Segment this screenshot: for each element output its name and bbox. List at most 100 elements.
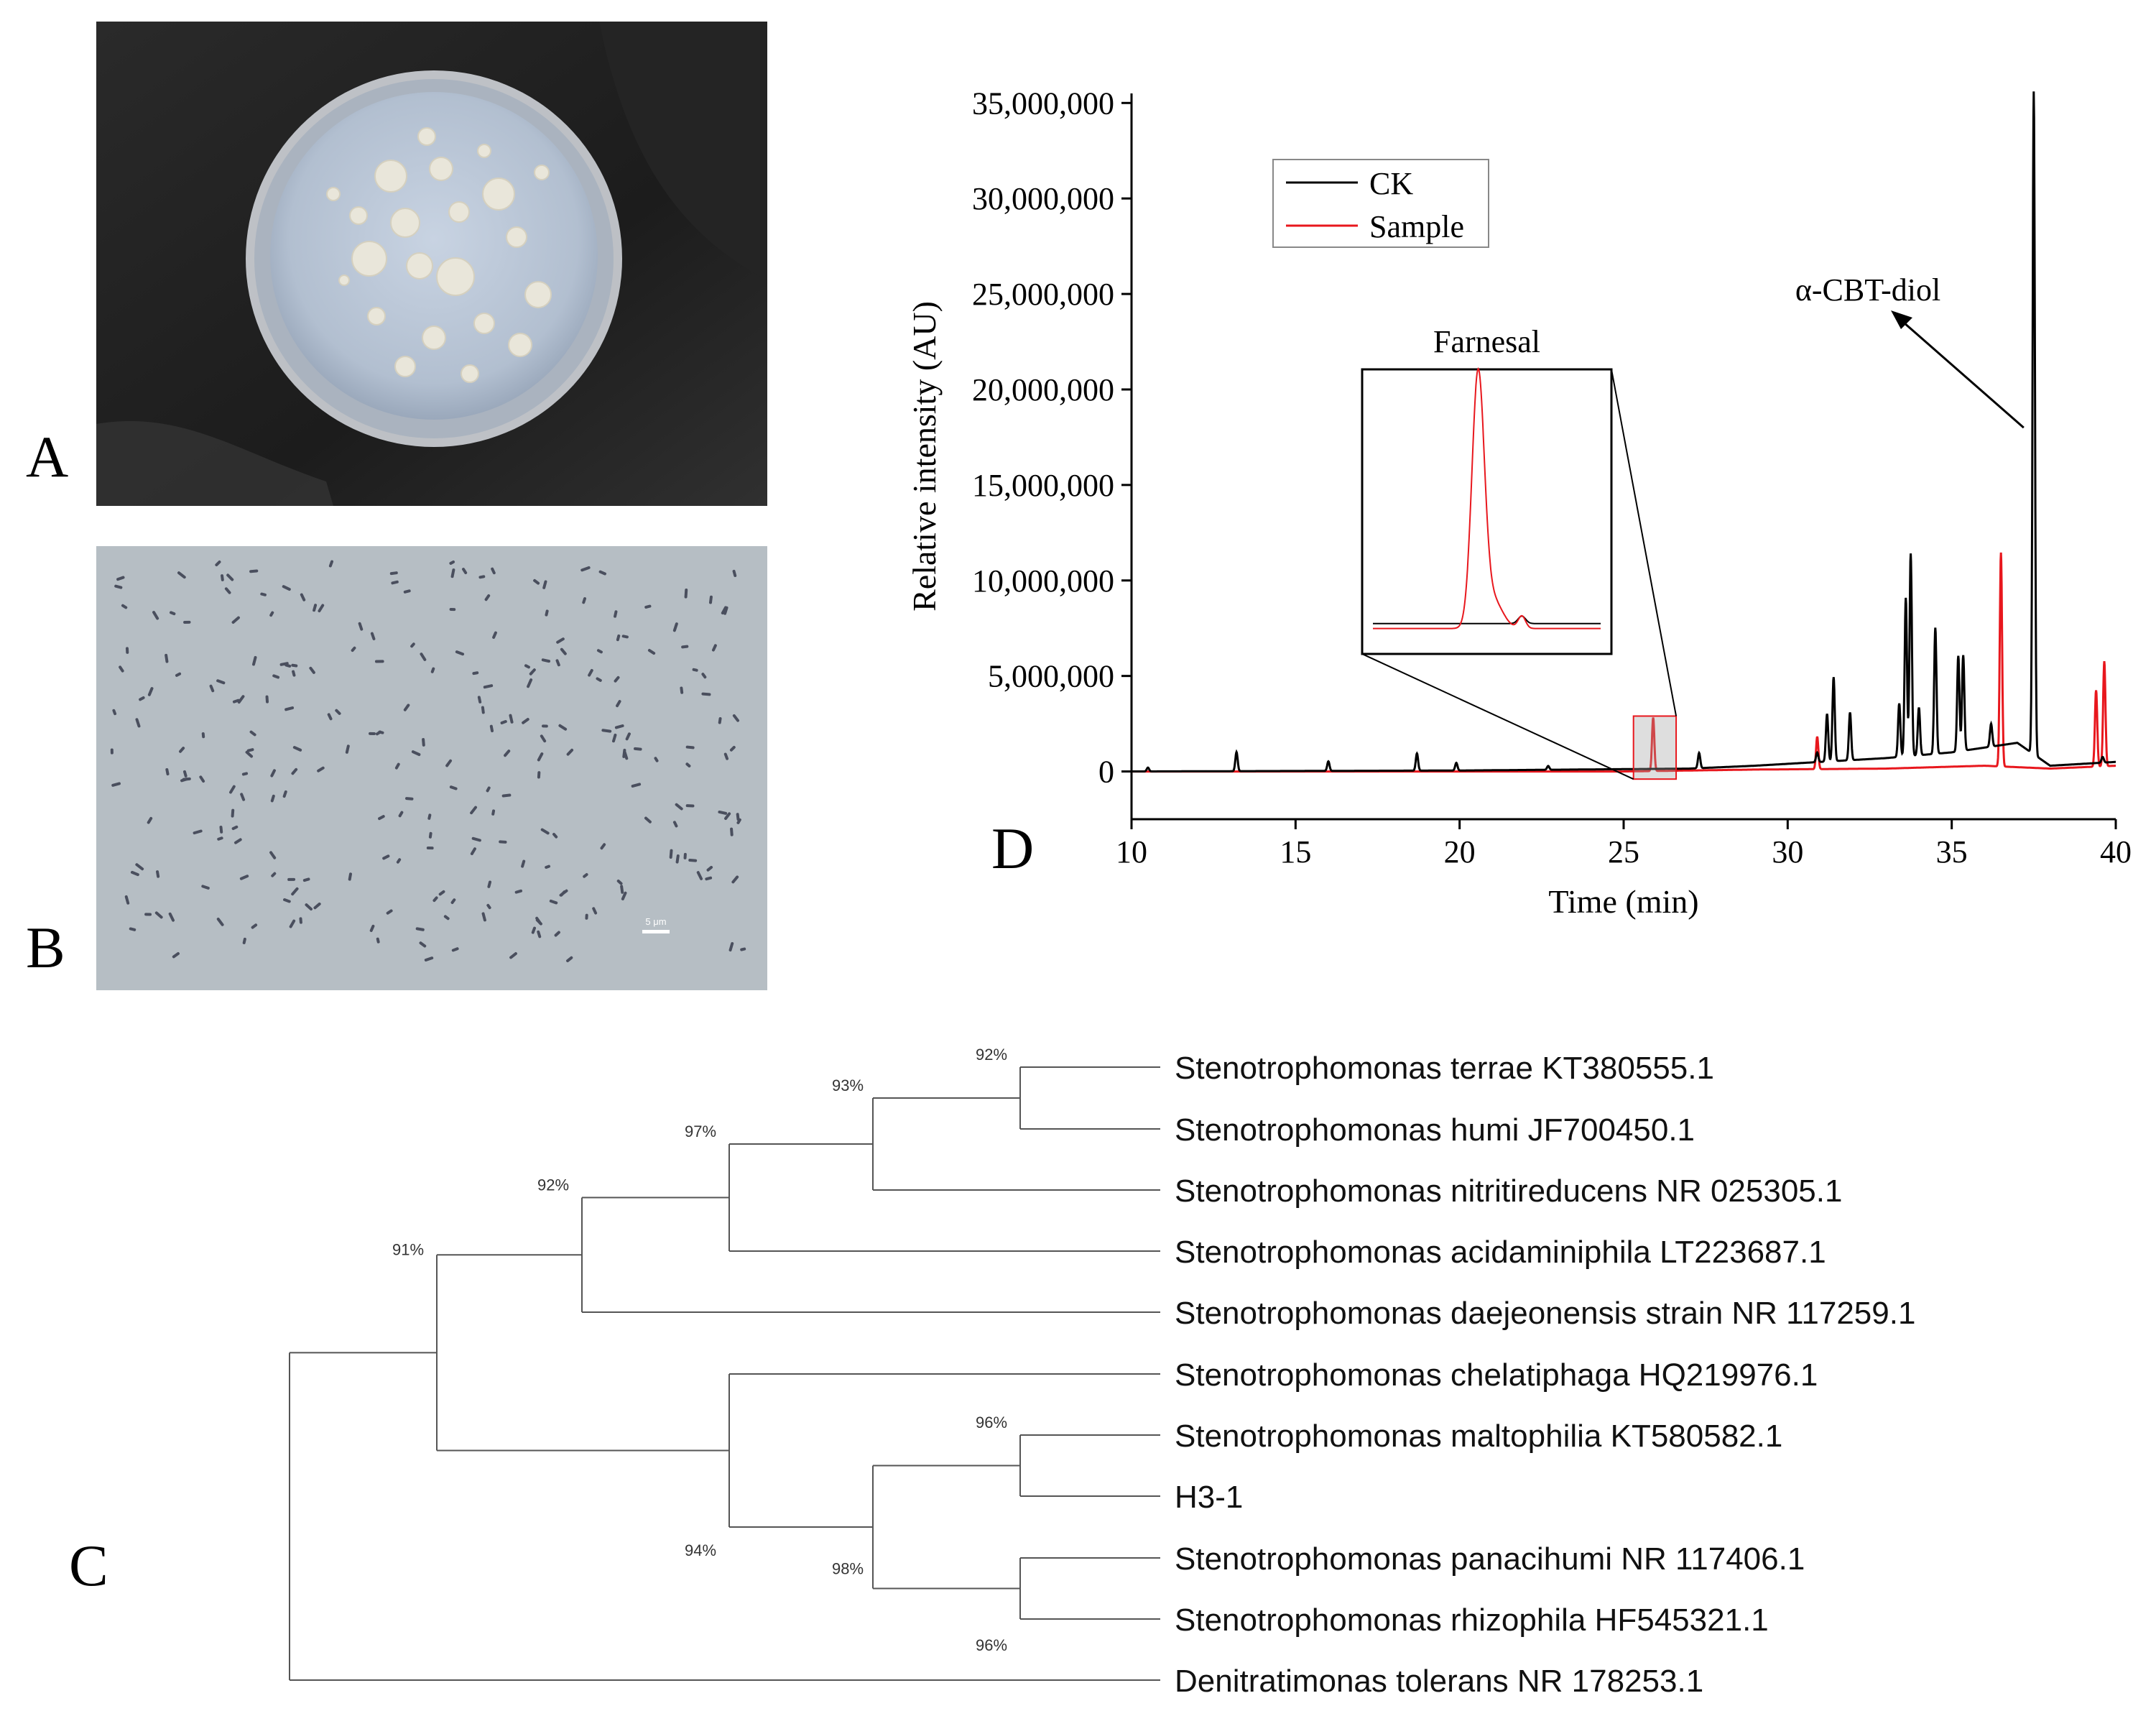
bacterium-cell bbox=[585, 913, 588, 920]
panel-label-a: A bbox=[26, 424, 69, 489]
bacterium-cell bbox=[708, 595, 713, 604]
series-line-ck bbox=[1132, 91, 2116, 773]
bacterium-cell bbox=[721, 606, 727, 615]
bacterium-cell bbox=[252, 655, 257, 666]
annotation-cbt-diol: α-CBT-diol bbox=[1795, 272, 1940, 308]
bacterium-cell bbox=[616, 634, 621, 642]
bacterium-cell bbox=[685, 762, 691, 767]
bacterium-cell bbox=[271, 872, 277, 877]
y-tick-label: 20,000,000 bbox=[972, 372, 1114, 407]
bacterium-cell bbox=[216, 679, 226, 685]
bacterium-cell bbox=[555, 659, 560, 667]
bacterium-cell bbox=[351, 646, 356, 652]
chart-series bbox=[1132, 91, 2116, 773]
bacterium-cell bbox=[489, 724, 494, 733]
bacterium-cell bbox=[559, 889, 568, 897]
bacterium-cell bbox=[129, 927, 137, 931]
bacterium-cell bbox=[533, 578, 540, 585]
bacterium-cell bbox=[552, 832, 558, 839]
bacterium-cell bbox=[260, 592, 267, 596]
bacterium-cell bbox=[644, 816, 652, 824]
bacterium-cell bbox=[201, 885, 210, 890]
bacterium-cell bbox=[291, 887, 299, 896]
bacterium-cell bbox=[272, 674, 280, 679]
bacterium-cell bbox=[374, 660, 384, 663]
y-tick-label: 15,000,000 bbox=[972, 468, 1114, 503]
bacterium-cell bbox=[675, 854, 680, 864]
bacterium-cell bbox=[481, 706, 485, 714]
bacterium-cell bbox=[270, 769, 276, 778]
bacterium-cell bbox=[224, 587, 231, 594]
bacterium-cell bbox=[199, 775, 205, 783]
bacterium-cell bbox=[405, 797, 414, 801]
bacterium-cell bbox=[672, 821, 678, 828]
bacterium-cell bbox=[389, 571, 398, 576]
bacterium-cell bbox=[730, 827, 734, 836]
bacterium-cell bbox=[612, 733, 617, 743]
bacterium-cell bbox=[462, 568, 468, 575]
bacterium-cell bbox=[450, 568, 455, 578]
bacterium-cell bbox=[114, 584, 123, 589]
y-tick-label: 0 bbox=[1098, 755, 1114, 790]
bacterium-cell bbox=[732, 569, 737, 578]
bacterium-cell bbox=[391, 580, 399, 585]
bacterium-cell bbox=[292, 670, 296, 677]
bacterium-cell bbox=[154, 911, 163, 919]
bacterium-cell bbox=[647, 649, 656, 655]
bacterium-cell bbox=[672, 622, 678, 632]
bacterium-cell bbox=[317, 766, 325, 773]
bacterium-cell bbox=[634, 747, 642, 751]
bacterium-cell bbox=[291, 767, 298, 775]
bacterium-cell bbox=[251, 923, 258, 929]
bacterium-cell bbox=[403, 589, 411, 594]
bacterium-cell bbox=[732, 714, 740, 722]
bacterium-cell bbox=[500, 720, 507, 724]
bacterium-cell bbox=[369, 924, 375, 932]
bacterium-cell bbox=[119, 665, 124, 673]
bacterium-cell bbox=[116, 576, 125, 581]
bacterium-cell bbox=[403, 704, 410, 711]
inset-sample-line bbox=[1373, 367, 1601, 629]
bacterium-cell bbox=[455, 650, 465, 656]
bacterium-cell bbox=[300, 593, 306, 601]
bacterium-cell bbox=[249, 569, 259, 573]
bacterium-cell bbox=[165, 767, 170, 776]
bacterium-cell bbox=[566, 956, 573, 963]
bacterium-cell bbox=[566, 748, 574, 756]
bacterium-cell bbox=[723, 752, 729, 760]
bacterium-cell bbox=[675, 803, 683, 811]
bacterium-cell bbox=[445, 759, 453, 767]
bacterium-cell bbox=[135, 718, 141, 728]
bacterium-cell bbox=[621, 891, 627, 900]
bacterium-cell bbox=[537, 771, 541, 779]
bacterium-cell bbox=[327, 713, 333, 721]
x-tick-label: 35 bbox=[1936, 834, 1968, 870]
bacterium-cell bbox=[616, 700, 621, 708]
scale-bar-label: 5 μm bbox=[645, 916, 666, 927]
bacterium-cell bbox=[542, 724, 548, 728]
bacterium-cell bbox=[415, 927, 425, 931]
bacterium-cell bbox=[680, 686, 684, 694]
bacterium-cell bbox=[477, 696, 482, 704]
bacterium-cell bbox=[216, 917, 224, 926]
bacterium-cell bbox=[491, 567, 496, 575]
bacterium-cell bbox=[701, 673, 707, 679]
bacterium-cell bbox=[241, 772, 249, 776]
bacterium-cell bbox=[386, 909, 393, 915]
bacterium-cell bbox=[684, 588, 688, 599]
bacterium-cell bbox=[139, 696, 145, 701]
bacterium-cell bbox=[410, 642, 415, 648]
bacterium-cell bbox=[596, 649, 603, 654]
inset-connector bbox=[1361, 653, 1634, 780]
bacterium-cell bbox=[144, 913, 152, 916]
bacterium-cell bbox=[147, 687, 154, 696]
bacterium-cell bbox=[683, 852, 687, 859]
bacterium-cell bbox=[718, 810, 728, 815]
bacterium-cell bbox=[601, 729, 612, 733]
micrograph-image: 5 μm bbox=[96, 546, 767, 990]
bacterium-cell bbox=[669, 849, 673, 859]
bacterium-cell bbox=[736, 818, 741, 824]
bacterium-cell bbox=[706, 865, 713, 872]
bacterium-cell bbox=[302, 877, 310, 882]
bacterium-cell bbox=[246, 748, 254, 752]
